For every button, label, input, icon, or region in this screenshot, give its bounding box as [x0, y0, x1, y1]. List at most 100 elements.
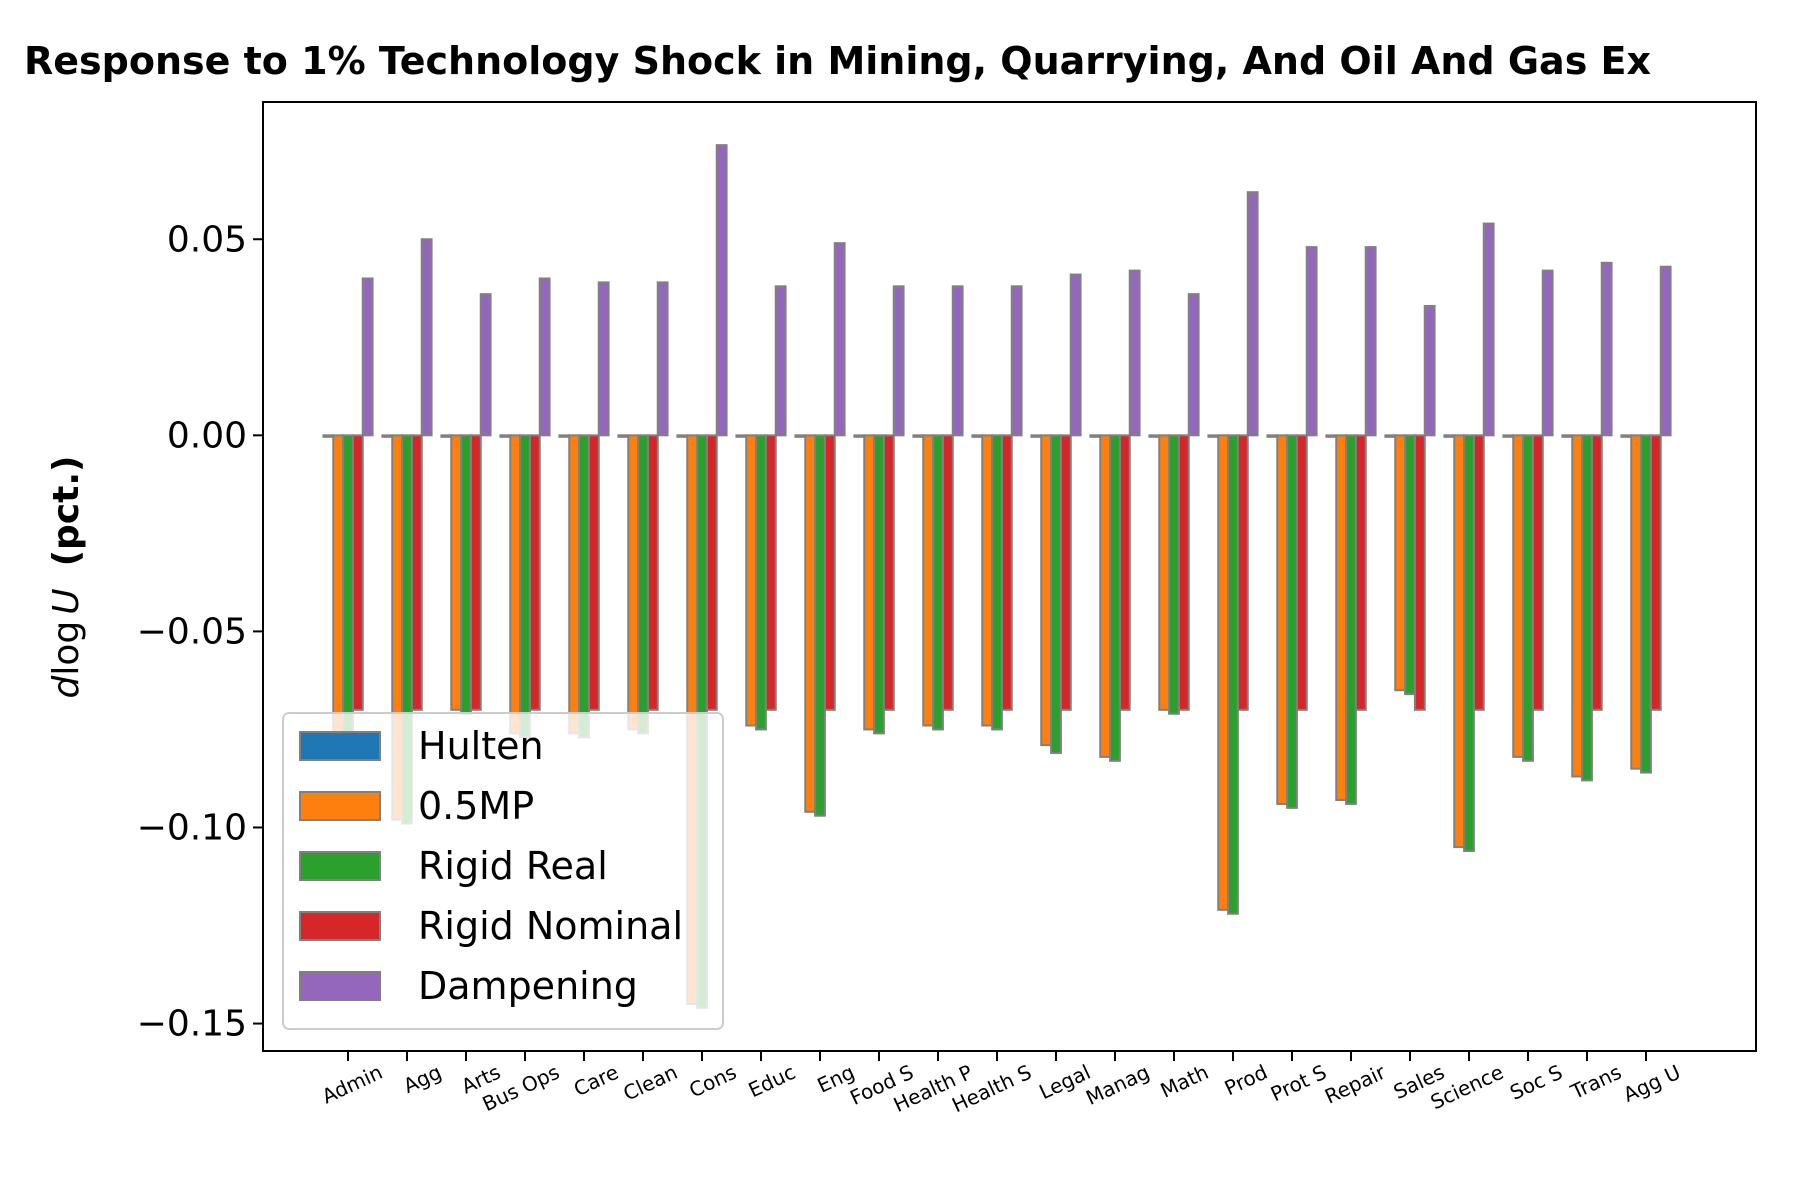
bar-care-0-5mp: [568, 434, 581, 735]
bar-soc-s-0-5mp: [1512, 434, 1525, 758]
bar-science-rigid-nominal: [1472, 434, 1485, 711]
bar-agg-u-0-5mp: [1630, 434, 1643, 770]
x-tick-label: Clean: [620, 1060, 682, 1106]
bar-arts-rigid-real: [460, 434, 472, 715]
bar-agg-dampening: [420, 238, 433, 437]
bar-bus-ops-0-5mp: [509, 434, 522, 735]
bar-care-rigid-real: [578, 434, 590, 739]
bar-admin-dampening: [361, 277, 374, 437]
bar-trans-rigid-real: [1581, 434, 1593, 782]
x-tick-label: Agg U: [1620, 1060, 1685, 1107]
bar-bus-ops-hulten: [499, 434, 512, 438]
bar-educ-0-5mp: [745, 434, 758, 727]
bar-manag-hulten: [1089, 434, 1102, 438]
legend-label: Rigid Nominal: [418, 904, 683, 948]
bar-trans-0-5mp: [1571, 434, 1584, 778]
legend-label: Hulten: [418, 724, 544, 768]
x-tick-label: Admin: [318, 1060, 386, 1109]
bar-cons-dampening: [715, 144, 728, 437]
bar-math-rigid-nominal: [1177, 434, 1190, 711]
bar-manag-rigid-real: [1109, 434, 1121, 762]
bar-health-p-rigid-real: [932, 434, 944, 731]
bar-science-rigid-real: [1463, 434, 1475, 853]
bar-prod-0-5mp: [1217, 434, 1230, 911]
x-tick-label: Prod: [1221, 1060, 1271, 1101]
bar-care-dampening: [597, 281, 610, 437]
bar-health-p-0-5mp: [922, 434, 935, 727]
y-tick-label: −0.10: [137, 807, 247, 848]
bar-manag-0-5mp: [1099, 434, 1112, 758]
bar-eng-hulten: [794, 434, 807, 438]
legend-swatch-dampening: [299, 971, 381, 1001]
legend-swatch-rigid-nominal: [299, 911, 381, 941]
bar-prod-dampening: [1246, 191, 1259, 437]
bar-cons-rigid-nominal: [705, 434, 718, 711]
plot-frame: [262, 101, 1757, 1052]
bar-prod-rigid-nominal: [1236, 434, 1249, 711]
x-tick-label: Prot S: [1267, 1060, 1330, 1107]
bar-care-rigid-nominal: [587, 434, 600, 711]
legend-items: Hulten 0.5MP Rigid Real Rigid Nominal Dampen…: [299, 724, 683, 1008]
bar-eng-0-5mp: [804, 434, 817, 813]
bar-agg-hulten: [381, 434, 394, 438]
bar-prot-s-0-5mp: [1276, 434, 1289, 805]
bar-prod-hulten: [1207, 434, 1220, 438]
bar-repair-dampening: [1364, 246, 1377, 437]
bar-arts-dampening: [479, 293, 492, 437]
bar-health-p-dampening: [951, 285, 964, 437]
bar-health-p-hulten: [912, 434, 925, 438]
bar-educ-rigid-real: [755, 434, 767, 731]
bar-prot-s-dampening: [1305, 246, 1318, 437]
x-tick-label: Legal: [1035, 1060, 1094, 1104]
legend-swatch-hulten: [299, 731, 381, 761]
bar-manag-dampening: [1128, 269, 1141, 437]
bar-admin-0-5mp: [332, 434, 345, 735]
legend-label: Rigid Real: [418, 844, 608, 888]
x-tick-label: Repair: [1321, 1059, 1390, 1108]
bar-health-s-rigid-real: [991, 434, 1003, 731]
bar-soc-s-hulten: [1502, 434, 1515, 438]
bar-math-dampening: [1187, 293, 1200, 437]
bar-health-s-hulten: [971, 434, 984, 438]
bar-clean-dampening: [656, 281, 669, 437]
y-axis: 0.05 0.00 −0.05 −0.10 −0.15: [137, 219, 263, 1045]
bar-cons-hulten: [676, 434, 689, 438]
bar-legal-rigid-real: [1050, 434, 1062, 754]
bar-manag-rigid-nominal: [1118, 434, 1131, 711]
bar-health-s-rigid-nominal: [1000, 434, 1013, 711]
bar-trans-dampening: [1600, 261, 1613, 437]
bar-educ-hulten: [735, 434, 748, 438]
chart-title: Response to 1% Technology Shock in Minin…: [24, 39, 1651, 83]
bar-trans-hulten: [1561, 434, 1574, 438]
legend: Hulten 0.5MP Rigid Real Rigid Nominal Dampen…: [282, 712, 724, 1030]
x-tick-label: Agg: [400, 1060, 446, 1098]
bar-sales-dampening: [1423, 304, 1436, 437]
bar-bus-ops-rigid-real: [519, 434, 531, 739]
bar-soc-s-rigid-real: [1522, 434, 1534, 762]
x-tick-label: Soc S: [1506, 1060, 1566, 1105]
bar-prot-s-hulten: [1266, 434, 1279, 438]
bar-science-dampening: [1482, 222, 1495, 437]
y-tick-label: 0.00: [167, 415, 247, 456]
bar-clean-rigid-nominal: [646, 434, 659, 711]
legend-swatch-0-5mp: [299, 791, 381, 821]
bar-food-s-0-5mp: [863, 434, 876, 731]
bar-sales-hulten: [1384, 434, 1397, 438]
bar-health-s-0-5mp: [981, 434, 994, 727]
legend-label: Dampening: [418, 964, 638, 1008]
x-tick-label: Cons: [685, 1060, 740, 1103]
bar-arts-hulten: [440, 434, 453, 438]
bar-agg-u-dampening: [1659, 265, 1672, 437]
bar-science-0-5mp: [1453, 434, 1466, 849]
bar-arts-rigid-nominal: [469, 434, 482, 711]
bar-health-s-dampening: [1010, 285, 1023, 437]
y-tick-label: 0.05: [167, 219, 247, 260]
bar-prot-s-rigid-real: [1286, 434, 1298, 809]
bar-math-hulten: [1148, 434, 1161, 438]
bar-bus-ops-dampening: [538, 277, 551, 437]
bar-math-rigid-real: [1168, 434, 1180, 715]
bar-admin-rigid-nominal: [351, 434, 364, 711]
y-tick-label: −0.05: [137, 611, 247, 652]
bar-agg-u-rigid-nominal: [1649, 434, 1662, 711]
